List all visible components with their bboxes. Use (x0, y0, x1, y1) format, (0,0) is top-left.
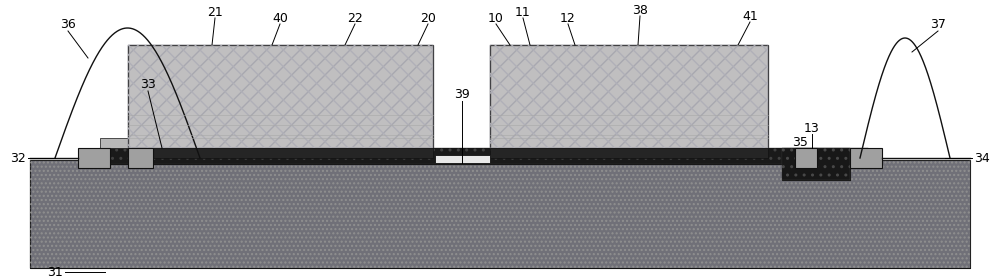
Bar (850, 148, 882, 168)
Text: 32: 32 (10, 151, 26, 165)
Text: 12: 12 (560, 11, 576, 25)
Text: 31: 31 (47, 265, 63, 279)
Text: 13: 13 (804, 122, 820, 134)
Text: 20: 20 (420, 11, 436, 25)
Bar (30, 160, 970, 268)
Bar (490, 45, 768, 148)
Bar (100, 148, 868, 164)
Bar (128, 148, 153, 168)
Text: 10: 10 (488, 11, 504, 25)
Text: 38: 38 (632, 4, 648, 17)
Bar (128, 45, 433, 148)
Bar (100, 148, 868, 164)
Text: 21: 21 (207, 6, 223, 18)
Bar (782, 148, 850, 180)
Bar (128, 45, 433, 148)
Bar (128, 45, 433, 148)
Bar (435, 155, 490, 163)
Bar (78, 148, 110, 168)
Bar (128, 148, 433, 158)
Text: 37: 37 (930, 18, 946, 32)
Text: 34: 34 (974, 151, 990, 165)
Bar (490, 45, 768, 148)
Text: 22: 22 (347, 11, 363, 25)
Text: 35: 35 (792, 136, 808, 148)
Bar (490, 148, 768, 158)
Bar (100, 138, 430, 148)
Bar (490, 45, 768, 148)
Text: 33: 33 (140, 78, 156, 92)
Bar (782, 148, 850, 180)
Bar (795, 148, 817, 168)
Text: 41: 41 (742, 10, 758, 22)
Text: 39: 39 (454, 88, 470, 102)
Bar (30, 160, 970, 268)
Text: 36: 36 (60, 18, 76, 32)
Text: 11: 11 (515, 6, 531, 18)
Bar (490, 138, 768, 148)
Text: 40: 40 (272, 11, 288, 25)
